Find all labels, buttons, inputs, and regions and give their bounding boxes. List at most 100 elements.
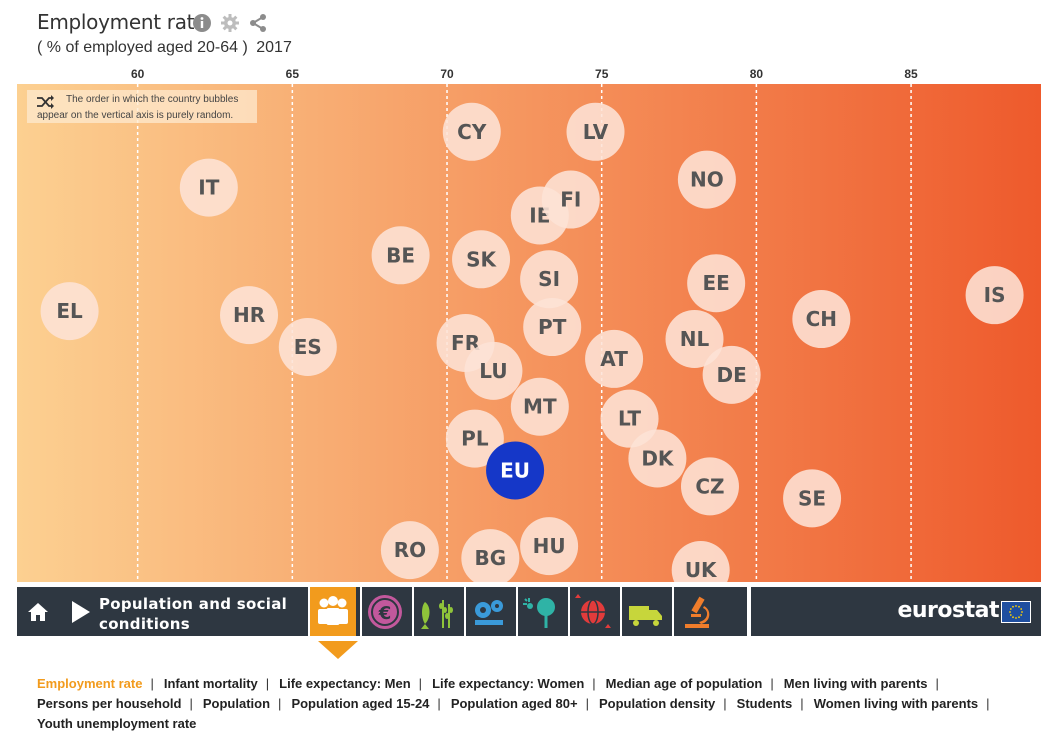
bubble-circle[interactable] bbox=[965, 266, 1024, 325]
indicator-link[interactable]: Persons per household bbox=[37, 696, 182, 711]
bubble-circle[interactable] bbox=[220, 286, 279, 345]
link-separator: | bbox=[592, 676, 596, 691]
bubble-circle[interactable] bbox=[520, 250, 579, 309]
bubble-circle[interactable] bbox=[371, 226, 430, 285]
bubble-circle[interactable] bbox=[40, 282, 99, 341]
bubble-es[interactable]: ES bbox=[278, 317, 337, 376]
eurostat-logo[interactable]: eurostat bbox=[897, 598, 999, 623]
bubble-pl[interactable]: PL bbox=[445, 409, 504, 468]
bubble-circle[interactable] bbox=[380, 521, 439, 580]
bubble-sk[interactable]: SK bbox=[452, 230, 511, 289]
bubble-de[interactable]: DE bbox=[702, 345, 761, 404]
info-icon[interactable] bbox=[192, 13, 212, 33]
bubble-cy[interactable]: CY bbox=[442, 102, 501, 161]
indicator-link[interactable]: Population aged 80+ bbox=[450, 696, 578, 711]
bubble-circle[interactable] bbox=[179, 158, 238, 217]
bubble-at[interactable]: AT bbox=[585, 329, 644, 388]
bubble-circle[interactable] bbox=[541, 170, 600, 229]
bubble-circle[interactable] bbox=[461, 529, 520, 582]
bubble-label: SE bbox=[798, 486, 826, 510]
chart-title: Employment rate bbox=[37, 10, 207, 34]
bubble-label: MT bbox=[523, 395, 557, 419]
bubble-circle[interactable] bbox=[687, 254, 746, 313]
play-icon[interactable] bbox=[72, 601, 90, 623]
bubble-it[interactable]: IT bbox=[179, 158, 238, 217]
theme-industry-button[interactable] bbox=[464, 587, 512, 636]
home-icon[interactable] bbox=[27, 601, 49, 623]
theme-agriculture-button[interactable] bbox=[412, 587, 460, 636]
bubble-label: HU bbox=[533, 534, 566, 558]
bubble-label: NL bbox=[680, 327, 710, 351]
indicator-link[interactable]: Population aged 15-24 bbox=[291, 696, 430, 711]
link-separator: | bbox=[278, 696, 282, 711]
bubble-circle[interactable] bbox=[665, 309, 724, 368]
bubble-circle[interactable] bbox=[520, 517, 579, 576]
bubble-fi[interactable]: FI bbox=[541, 170, 600, 229]
bubble-circle[interactable] bbox=[486, 441, 545, 500]
bubble-circle[interactable] bbox=[702, 345, 761, 404]
bubble-circle[interactable] bbox=[566, 102, 625, 161]
bubble-circle[interactable] bbox=[452, 230, 511, 289]
bubble-circle[interactable] bbox=[445, 409, 504, 468]
bubble-circle[interactable] bbox=[278, 317, 337, 376]
bubble-mt[interactable]: MT bbox=[510, 377, 569, 436]
bubble-ro[interactable]: RO bbox=[380, 521, 439, 580]
country-bubbles: ELITHRESBEROFRPLCYSKLUBGEUIEMTSIPTHUFILV… bbox=[40, 102, 1024, 582]
bubble-bg[interactable]: BG bbox=[461, 529, 520, 582]
bubble-circle[interactable] bbox=[585, 329, 644, 388]
bubble-circle[interactable] bbox=[464, 341, 523, 400]
indicator-link[interactable]: Employment rate bbox=[37, 676, 143, 691]
bubble-ch[interactable]: CH bbox=[792, 290, 851, 349]
bubble-label: ES bbox=[294, 335, 322, 359]
theme-population-button[interactable] bbox=[308, 587, 356, 636]
indicator-link[interactable]: Women living with parents bbox=[813, 696, 979, 711]
share-icon[interactable] bbox=[248, 13, 268, 33]
bubble-lv[interactable]: LV bbox=[566, 102, 625, 161]
bubble-circle[interactable] bbox=[510, 377, 569, 436]
bubble-circle[interactable] bbox=[783, 469, 842, 528]
bubble-se[interactable]: SE bbox=[783, 469, 842, 528]
indicator-link[interactable]: Median age of population bbox=[605, 676, 763, 691]
bubble-uk[interactable]: UK bbox=[671, 541, 730, 582]
theme-trade-button[interactable] bbox=[568, 587, 616, 636]
bubble-circle[interactable] bbox=[671, 541, 730, 582]
bubble-circle[interactable] bbox=[677, 150, 736, 209]
indicator-link[interactable]: Youth unemployment rate bbox=[37, 716, 197, 731]
x-tick-label: 75 bbox=[595, 67, 609, 81]
indicator-link[interactable]: Infant mortality bbox=[163, 676, 258, 691]
bubble-ee[interactable]: EE bbox=[687, 254, 746, 313]
indicator-link[interactable]: Population density bbox=[598, 696, 716, 711]
bubble-dk[interactable]: DK bbox=[628, 429, 687, 488]
indicator-link[interactable]: Life expectancy: Women bbox=[432, 676, 585, 691]
bubble-hu[interactable]: HU bbox=[520, 517, 579, 576]
bubble-circle[interactable] bbox=[628, 429, 687, 488]
bubble-lu[interactable]: LU bbox=[464, 341, 523, 400]
note-line-2: appear on the vertical axis is purely ra… bbox=[37, 110, 233, 121]
bubble-is[interactable]: IS bbox=[965, 266, 1024, 325]
bubble-circle[interactable] bbox=[680, 457, 739, 516]
bubble-hr[interactable]: HR bbox=[220, 286, 279, 345]
theme-economy-button[interactable]: € bbox=[360, 587, 408, 636]
link-separator: | bbox=[418, 676, 423, 691]
theme-environment-button[interactable] bbox=[516, 587, 564, 636]
microscope-icon bbox=[685, 596, 710, 628]
bubble-be[interactable]: BE bbox=[371, 226, 430, 285]
bubble-cz[interactable]: CZ bbox=[680, 457, 739, 516]
gear-icon[interactable] bbox=[220, 13, 240, 33]
indicator-link[interactable]: Students bbox=[736, 696, 793, 711]
indicator-link[interactable]: Life expectancy: Men bbox=[279, 676, 411, 691]
bubble-si[interactable]: SI bbox=[520, 250, 579, 309]
bubble-pt[interactable]: PT bbox=[523, 298, 582, 357]
theme-transport-button[interactable] bbox=[620, 587, 668, 636]
bubble-circle[interactable] bbox=[523, 298, 582, 357]
indicator-link[interactable]: Population bbox=[202, 696, 271, 711]
bubble-no[interactable]: NO bbox=[677, 150, 736, 209]
indicator-link[interactable]: Men living with parents bbox=[783, 676, 928, 691]
bubble-circle[interactable] bbox=[792, 290, 851, 349]
bubble-circle[interactable] bbox=[442, 102, 501, 161]
bubble-nl[interactable]: NL bbox=[665, 309, 724, 368]
theme-science-button[interactable] bbox=[672, 587, 720, 636]
bubble-eu[interactable]: EU bbox=[486, 441, 545, 500]
bubble-el[interactable]: EL bbox=[40, 282, 99, 341]
bubble-label: IT bbox=[198, 176, 219, 200]
